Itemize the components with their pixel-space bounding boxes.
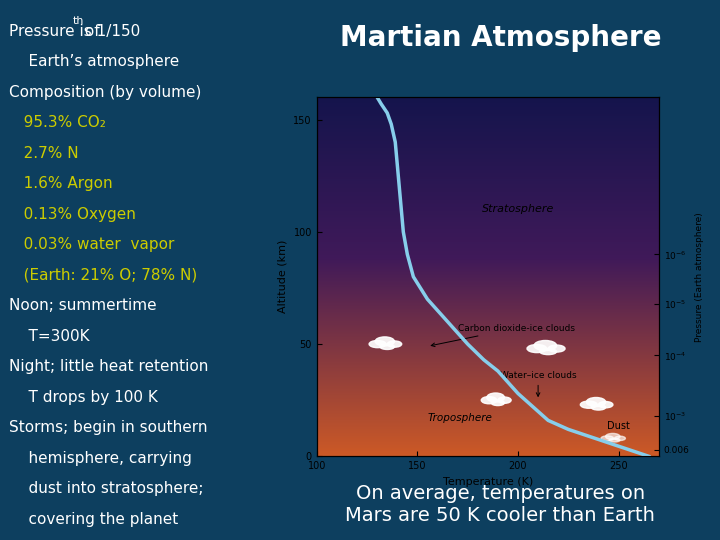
Text: Dust: Dust — [607, 421, 630, 431]
Ellipse shape — [601, 436, 613, 441]
Text: Composition (by volume): Composition (by volume) — [9, 85, 201, 100]
Ellipse shape — [591, 404, 606, 410]
Text: 0.13% Oxygen: 0.13% Oxygen — [9, 207, 135, 222]
Ellipse shape — [540, 349, 557, 355]
Ellipse shape — [380, 344, 395, 349]
Y-axis label: Pressure (Earth atmosphere): Pressure (Earth atmosphere) — [695, 212, 704, 342]
Ellipse shape — [548, 345, 565, 352]
Ellipse shape — [369, 341, 386, 348]
Text: T=300K: T=300K — [9, 329, 89, 344]
Ellipse shape — [491, 400, 505, 406]
Text: of: of — [80, 24, 99, 39]
Text: hemisphere, carrying: hemisphere, carrying — [9, 451, 192, 466]
X-axis label: Temperature (K): Temperature (K) — [443, 477, 533, 487]
Ellipse shape — [609, 438, 620, 442]
Text: T drops by 100 K: T drops by 100 K — [9, 390, 158, 405]
Text: Pressure is 1/150: Pressure is 1/150 — [9, 24, 140, 39]
Text: Storms; begin in southern: Storms; begin in southern — [9, 420, 207, 435]
Text: th: th — [72, 16, 84, 26]
Ellipse shape — [606, 434, 620, 440]
Text: covering the planet: covering the planet — [9, 512, 178, 527]
Ellipse shape — [586, 397, 606, 407]
Text: Troposphere: Troposphere — [428, 413, 492, 423]
Text: Water–ice clouds: Water–ice clouds — [500, 371, 577, 396]
Text: Carbon dioxide-ice clouds: Carbon dioxide-ice clouds — [431, 323, 575, 347]
Text: 95.3% CO₂: 95.3% CO₂ — [9, 116, 106, 131]
Text: Earth’s atmosphere: Earth’s atmosphere — [9, 55, 179, 70]
Ellipse shape — [487, 393, 505, 402]
Ellipse shape — [527, 345, 546, 353]
Text: (Earth: 21% O; 78% N): (Earth: 21% O; 78% N) — [9, 268, 197, 283]
Text: 0.03% water  vapor: 0.03% water vapor — [9, 238, 174, 252]
Ellipse shape — [615, 436, 626, 441]
Ellipse shape — [598, 402, 613, 408]
Text: dust into stratosphere;: dust into stratosphere; — [9, 481, 203, 496]
Text: 1.6% Argon: 1.6% Argon — [9, 177, 112, 191]
Text: Stratosphere: Stratosphere — [482, 205, 554, 214]
Y-axis label: Altitude (km): Altitude (km) — [278, 240, 288, 313]
Ellipse shape — [534, 341, 557, 350]
Text: Noon; summertime: Noon; summertime — [9, 299, 156, 313]
Text: 2.7% N: 2.7% N — [9, 146, 78, 161]
Ellipse shape — [387, 341, 402, 347]
Ellipse shape — [580, 401, 598, 408]
Text: On average, temperatures on
Mars are 50 K cooler than Earth: On average, temperatures on Mars are 50 … — [346, 484, 655, 525]
Ellipse shape — [498, 397, 511, 403]
Ellipse shape — [481, 396, 497, 404]
Ellipse shape — [375, 337, 395, 346]
Text: Martian Atmosphere: Martian Atmosphere — [340, 24, 661, 52]
Text: Night; little heat retention: Night; little heat retention — [9, 360, 208, 374]
